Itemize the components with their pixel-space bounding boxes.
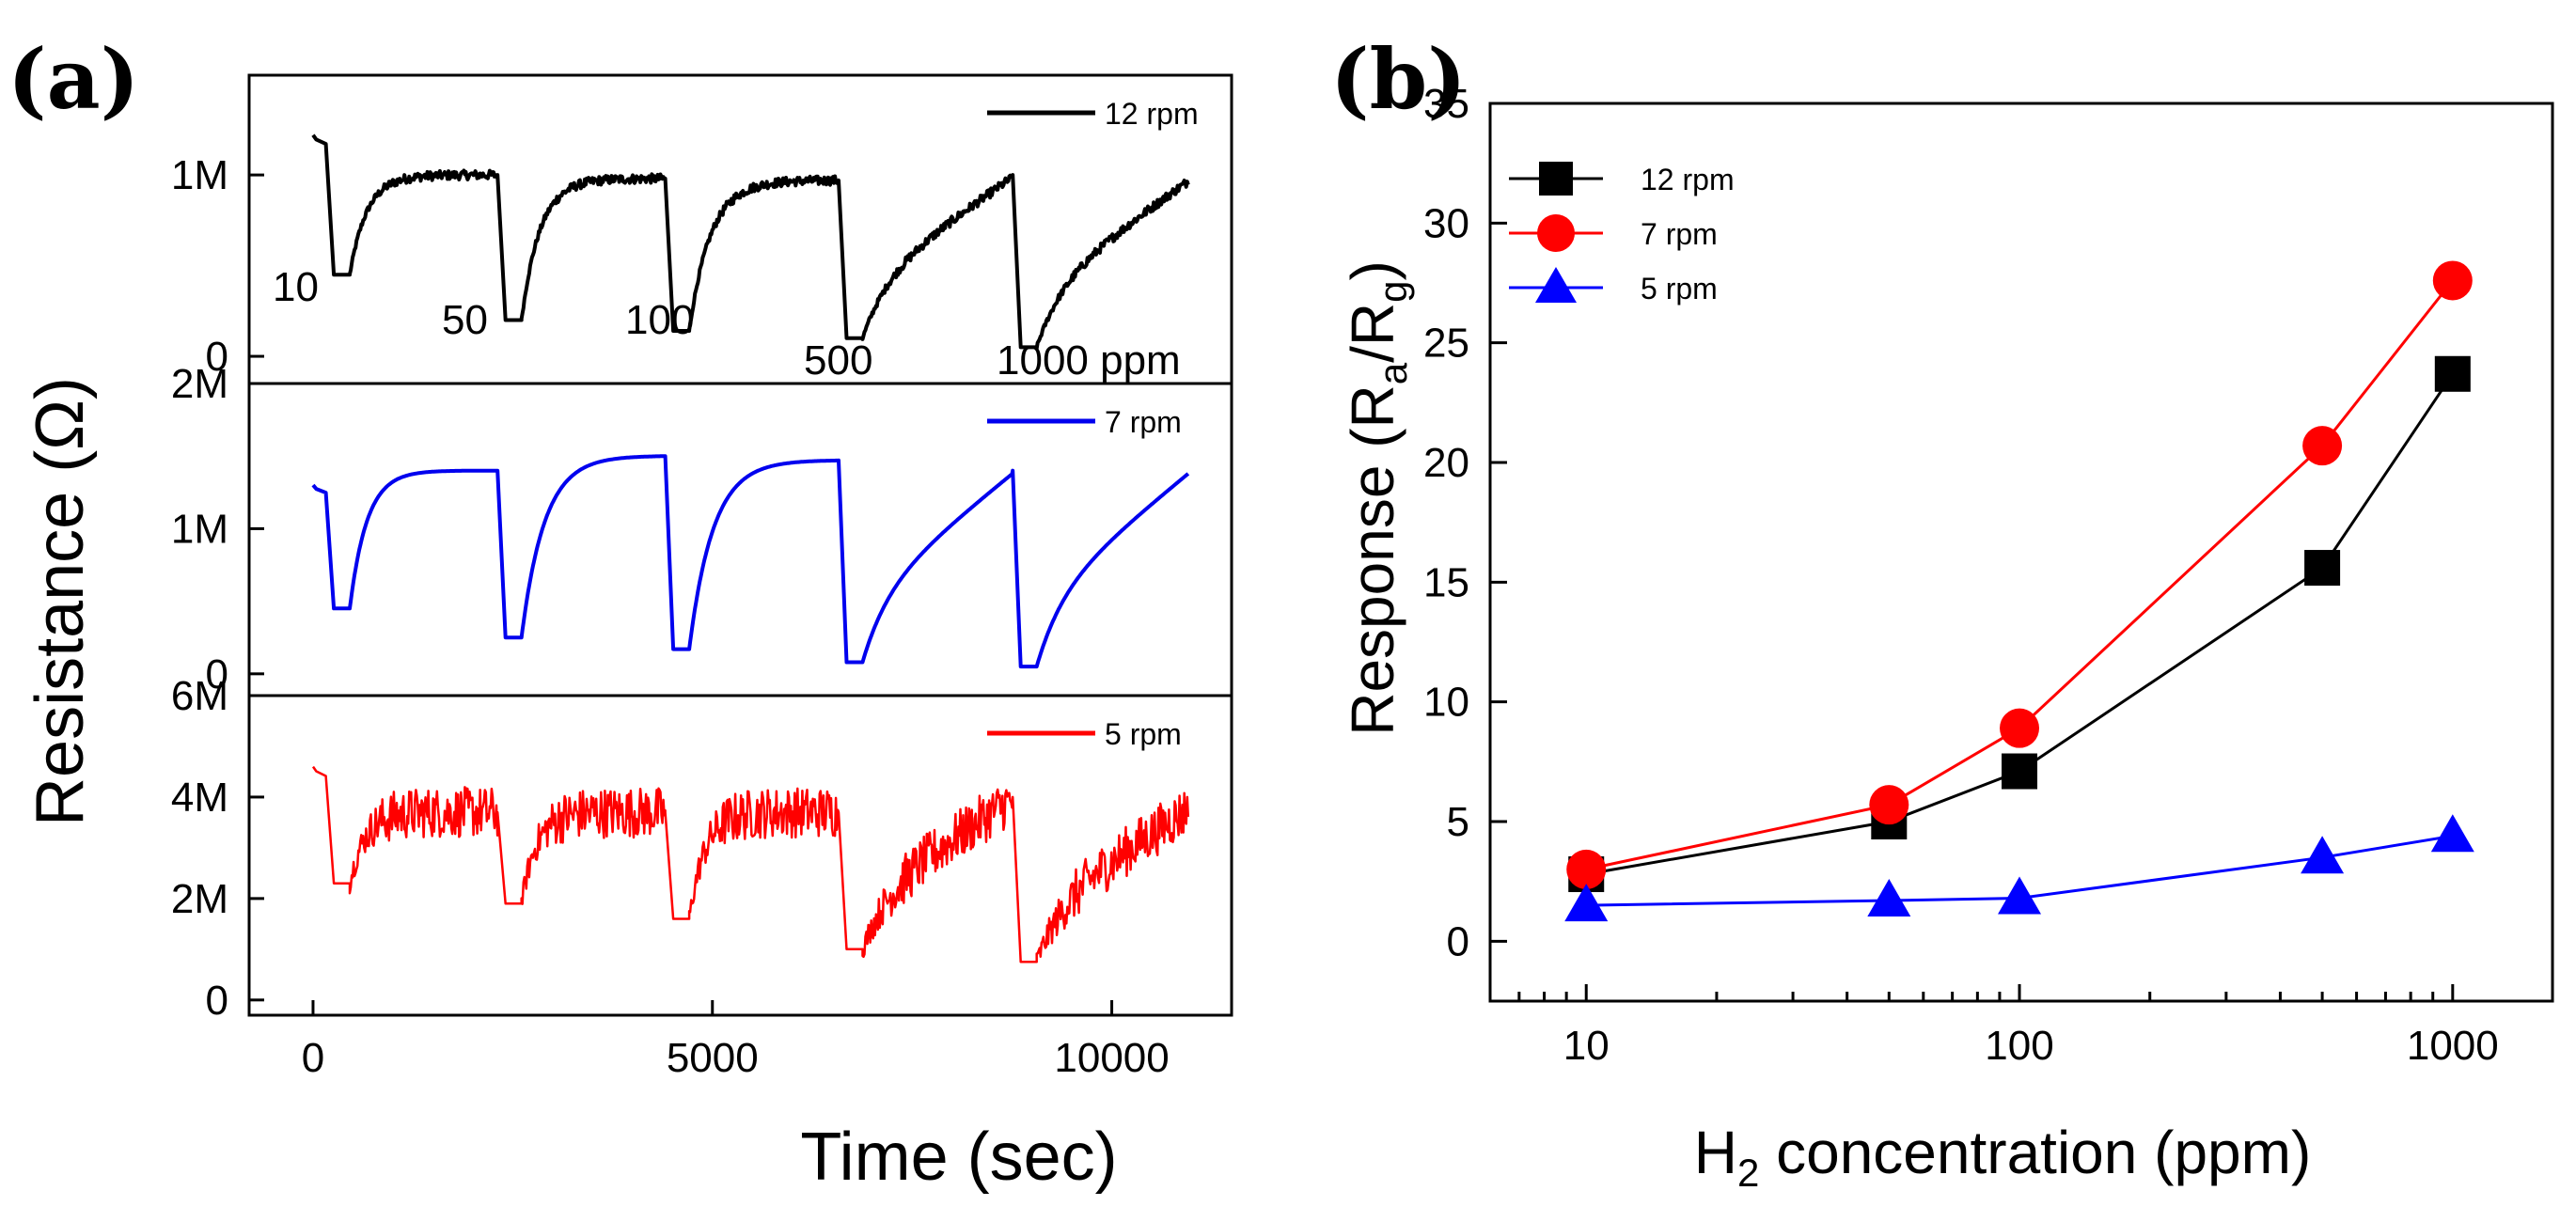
- data-point: [2002, 753, 2038, 790]
- y-title-main: Response (R: [1339, 384, 1406, 736]
- y-tick-label: 2M: [171, 876, 228, 922]
- data-point: [2301, 836, 2345, 874]
- subplot-frame: [247, 382, 1233, 697]
- legend-label: 12 rpm: [1641, 163, 1735, 196]
- panel-a-y-axis-title: Resistance (Ω): [23, 377, 98, 826]
- y-tick-label: 0: [206, 334, 228, 380]
- data-point: [1869, 785, 1909, 825]
- data-point: [1566, 849, 1607, 889]
- x-title-rest: concentration (ppm): [1759, 1119, 2311, 1186]
- x-tick-label: 10: [1563, 1023, 1610, 1069]
- panel-a-label: (a): [8, 30, 139, 128]
- x-title-main: H: [1694, 1119, 1737, 1186]
- legend-label: 5 rpm: [1641, 272, 1718, 306]
- legend-marker: [1537, 214, 1575, 252]
- y-tick-label: 0: [206, 651, 228, 697]
- resistance-trace: [311, 765, 1190, 964]
- x-tick-label: 5000: [667, 1035, 759, 1081]
- data-point: [2432, 260, 2473, 301]
- y-tick-label: 35: [1423, 81, 1469, 127]
- data-point: [2000, 708, 2040, 748]
- legend-marker: [1539, 162, 1573, 196]
- y-tick-label: 30: [1423, 200, 1469, 246]
- data-point: [1867, 879, 1911, 917]
- y-title-sub-a: a: [1371, 362, 1415, 384]
- y-tick-label: 15: [1423, 559, 1469, 605]
- panel-b: (b) 0 5 10 15 20 25 30 35 10 100 1000 12 rpm 7 rpm 5 …: [1330, 30, 2554, 1195]
- plot-frame: [1488, 102, 2554, 1003]
- y-tick-label: 25: [1423, 321, 1469, 367]
- y-tick-label: 4M: [171, 775, 228, 821]
- panel-b-axes: 0 5 10 15 20 25 30 35 10 100 1000 12 rpm 7 rpm 5 rpm: [1423, 81, 2554, 1069]
- y-tick-label: 1M: [171, 506, 228, 552]
- y-tick-label: 0: [1447, 918, 1469, 964]
- y-tick-label: 6M: [171, 673, 228, 719]
- data-point: [2434, 355, 2471, 392]
- y-title-sub-g: g: [1371, 281, 1415, 303]
- concentration-annotation: 10: [273, 264, 319, 310]
- panel-b-y-axis-title: Response (Ra/Rg): [1339, 260, 1415, 736]
- resistance-trace: [311, 133, 1190, 351]
- legend-label: 7 rpm: [1641, 217, 1718, 251]
- x-tick-label: 1000: [2407, 1023, 2499, 1069]
- panel-b-x-axis-title: H2 concentration (ppm): [1694, 1119, 2312, 1195]
- concentration-annotation: 500: [804, 337, 872, 384]
- y-tick-label: 10: [1423, 680, 1469, 726]
- resistance-trace: [311, 454, 1190, 669]
- legend-label: 12 rpm: [1105, 97, 1199, 131]
- data-point: [1998, 876, 2042, 915]
- concentration-annotation: 100: [625, 297, 694, 343]
- x-tick-label: 0: [302, 1035, 324, 1081]
- x-title-sub: 2: [1737, 1151, 1759, 1195]
- legend-marker: [1535, 267, 1577, 303]
- concentration-annotation: 50: [442, 297, 488, 343]
- y-tick-label: 20: [1423, 440, 1469, 486]
- y-tick-label: 1M: [171, 152, 228, 198]
- y-title-mid: /R: [1339, 303, 1406, 363]
- data-point: [2304, 550, 2341, 587]
- y-tick-label: 2M: [171, 361, 228, 407]
- y-tick-label: 5: [1447, 799, 1469, 845]
- x-tick-label: 10000: [1054, 1035, 1169, 1081]
- subplot-frame: [247, 694, 1233, 1017]
- panel-b-label: (b): [1330, 30, 1467, 128]
- y-tick-label: 0: [206, 978, 228, 1024]
- data-point: [1564, 884, 1609, 922]
- legend-label: 5 rpm: [1105, 717, 1182, 751]
- panel-a-x-axis-title: Time (sec): [800, 1120, 1117, 1195]
- y-title-end: ): [1339, 260, 1406, 280]
- data-point: [2430, 814, 2474, 853]
- concentration-annotation: 1000 ppm: [997, 337, 1181, 384]
- x-tick-label: 100: [1985, 1023, 2053, 1069]
- data-point: [2302, 426, 2343, 466]
- legend-label: 7 rpm: [1105, 405, 1182, 439]
